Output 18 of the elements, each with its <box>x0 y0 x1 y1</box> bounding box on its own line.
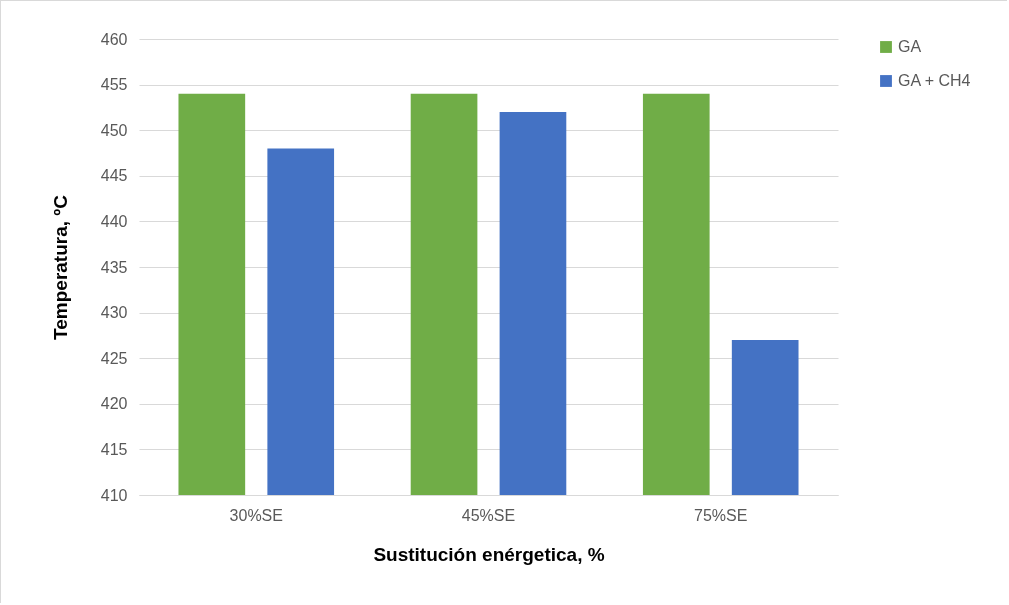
x-axis-title: Sustitución enérgetica, % <box>373 543 605 565</box>
y-axis-title: Temperatura, ºC <box>49 194 71 340</box>
y-tick-label: 420 <box>100 395 128 413</box>
y-tick-label: 435 <box>100 258 128 276</box>
y-tick-label: 430 <box>100 304 128 322</box>
legend-label: GA + CH4 <box>898 72 971 89</box>
y-tick-label: 445 <box>100 167 128 185</box>
x-tick-label: 45%SE <box>461 506 516 524</box>
x-tick-label: 30%SE <box>229 506 283 524</box>
legend-label: GA <box>898 38 922 55</box>
y-tick-label: 415 <box>100 440 128 458</box>
y-tick-label: 440 <box>100 212 128 230</box>
y-tick-label: 455 <box>100 76 128 94</box>
y-tick-label: 450 <box>100 121 128 139</box>
x-tick-label: 75%SE <box>694 506 748 524</box>
y-tick-label: 460 <box>100 30 128 48</box>
y-tick-label: 425 <box>100 349 128 367</box>
y-tick-label: 410 <box>100 486 128 504</box>
